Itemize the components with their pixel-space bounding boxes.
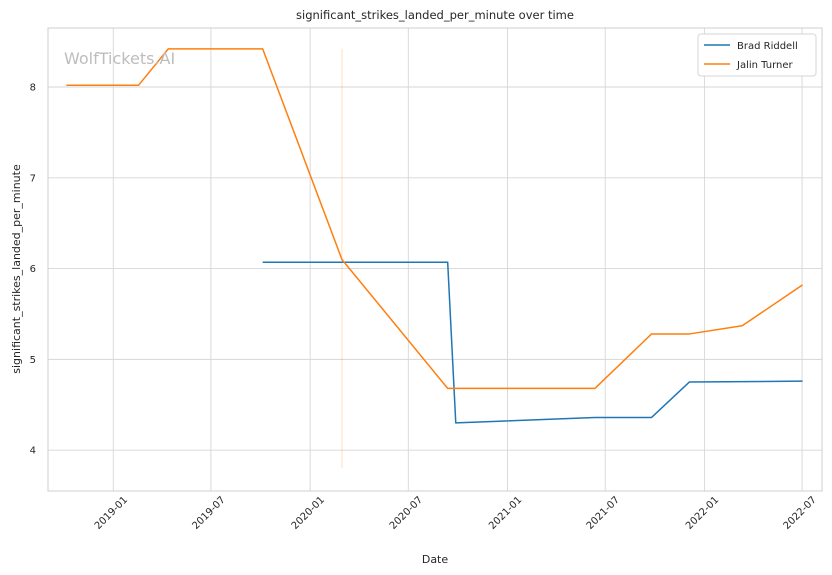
y-tick-label: 7 [30,173,36,184]
y-axis-label: significant_strikes_landed_per_minute [10,164,23,374]
legend-label-jalin-turner: Jalin Turner [736,60,794,71]
y-tick-label: 8 [30,83,36,94]
x-tick-label: 2020-01 [290,495,327,532]
x-tick-label: 2019-07 [190,495,227,532]
x-axis-label: Date [422,553,449,566]
grid-lines [48,28,822,491]
series-line-brad-riddell [262,261,803,424]
y-tick-labels: 4 5 6 7 8 [30,83,36,457]
chart-title: significant_strikes_landed_per_minute ov… [296,8,574,22]
x-tick-label: 2021-01 [487,495,524,532]
series-line-jalin-turner [66,48,804,390]
plot-frame [47,27,823,492]
x-tick-label: 2021-07 [585,495,622,532]
legend: Brad Riddell Jalin Turner [697,33,817,77]
watermark: WolfTickets.AI [64,49,175,68]
x-tick-label: 2022-07 [782,495,819,532]
x-tick-label: 2022-01 [684,495,721,532]
x-tick-labels: 2019-01 2019-07 2020-01 2020-07 2021-01 2021-… [93,495,819,532]
legend-label-brad-riddell: Brad Riddell [737,41,798,52]
y-tick-label: 4 [30,446,36,457]
y-tick-label: 5 [30,355,36,366]
y-tick-label: 6 [30,264,36,275]
x-tick-label: 2019-01 [93,495,130,532]
x-tick-label: 2020-07 [388,495,425,532]
series-lines [66,48,804,424]
